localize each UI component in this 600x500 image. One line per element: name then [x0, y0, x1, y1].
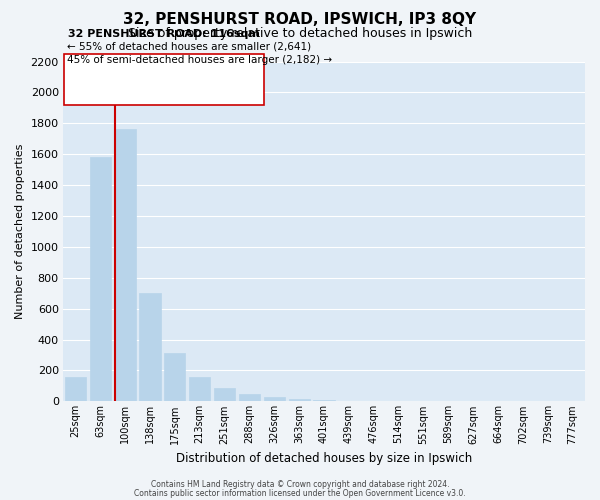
Bar — [89, 158, 111, 402]
Bar — [239, 394, 260, 402]
Text: Contains HM Land Registry data © Crown copyright and database right 2024.: Contains HM Land Registry data © Crown c… — [151, 480, 449, 489]
Bar — [289, 399, 310, 402]
FancyBboxPatch shape — [64, 54, 265, 105]
Bar — [164, 354, 185, 402]
Text: Contains public sector information licensed under the Open Government Licence v3: Contains public sector information licen… — [134, 488, 466, 498]
Y-axis label: Number of detached properties: Number of detached properties — [15, 144, 25, 319]
Text: 32 PENSHURST ROAD: 116sqm: 32 PENSHURST ROAD: 116sqm — [68, 28, 260, 38]
Bar — [115, 130, 136, 402]
Bar — [189, 378, 210, 402]
Bar — [313, 400, 335, 402]
Bar — [214, 388, 235, 402]
Bar — [363, 400, 384, 402]
Text: 32, PENSHURST ROAD, IPSWICH, IP3 8QY: 32, PENSHURST ROAD, IPSWICH, IP3 8QY — [124, 12, 476, 28]
Text: 45% of semi-detached houses are larger (2,182) →: 45% of semi-detached houses are larger (… — [67, 55, 332, 65]
Text: ← 55% of detached houses are smaller (2,641): ← 55% of detached houses are smaller (2,… — [67, 41, 311, 51]
Bar — [139, 293, 161, 402]
X-axis label: Distribution of detached houses by size in Ipswich: Distribution of detached houses by size … — [176, 452, 472, 465]
Bar — [65, 376, 86, 402]
Bar — [264, 397, 285, 402]
Text: Size of property relative to detached houses in Ipswich: Size of property relative to detached ho… — [128, 28, 472, 40]
